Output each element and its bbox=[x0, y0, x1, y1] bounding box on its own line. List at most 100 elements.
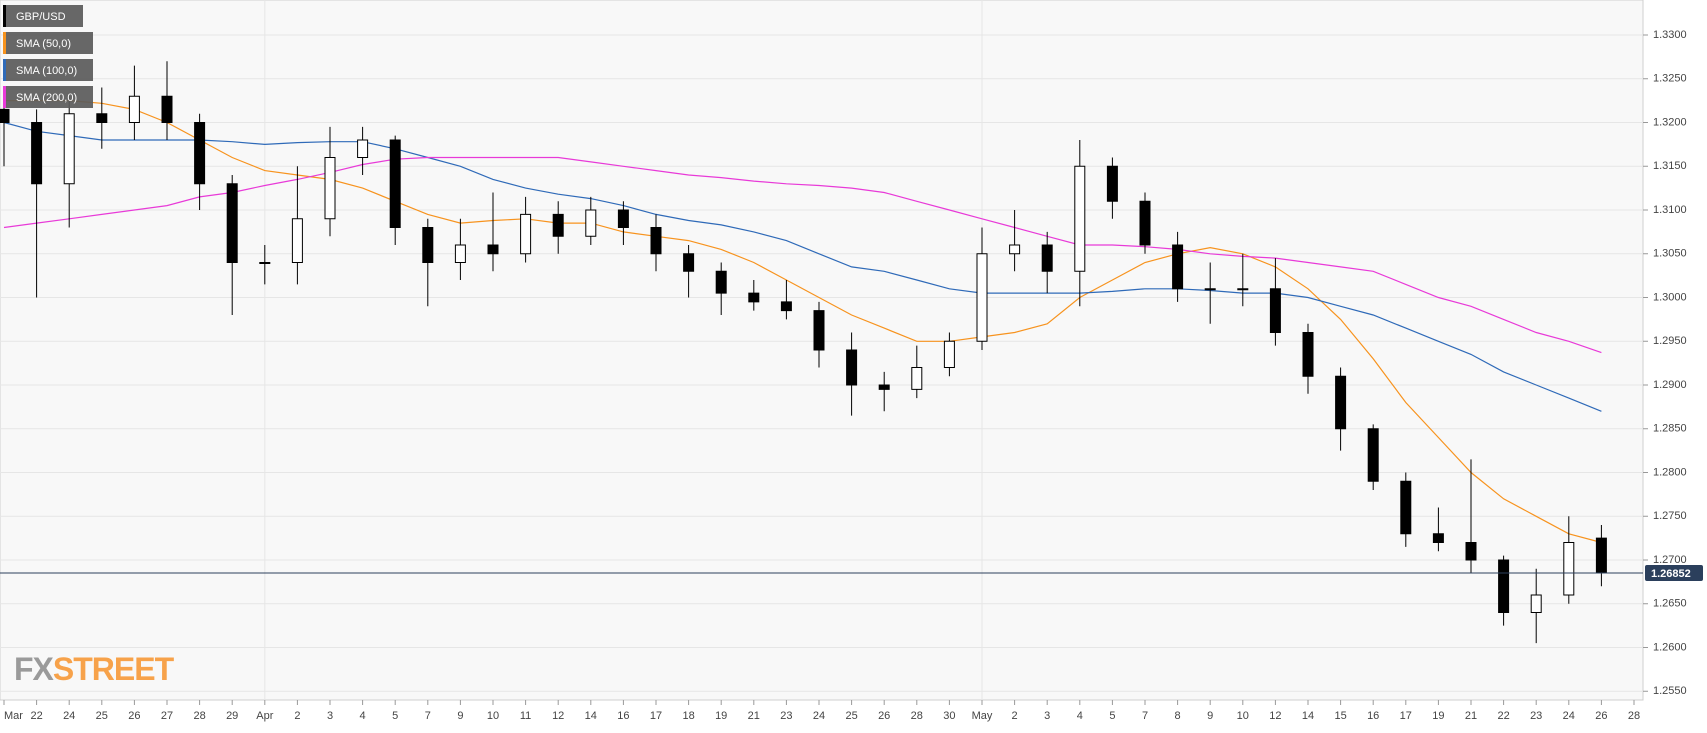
candle-body bbox=[96, 113, 108, 123]
y-tick-label: 1.3250 bbox=[1653, 73, 1687, 85]
candle-body bbox=[878, 384, 890, 390]
candle-body bbox=[259, 262, 271, 264]
candle-body bbox=[1172, 244, 1184, 290]
x-tick-label: 4 bbox=[1077, 710, 1083, 722]
legend-box bbox=[3, 5, 83, 27]
x-tick-label: 24 bbox=[813, 710, 825, 722]
candle-body bbox=[780, 301, 792, 312]
candle-body bbox=[976, 253, 988, 342]
x-tick-label: 21 bbox=[1465, 710, 1477, 722]
x-tick-label: 27 bbox=[161, 710, 173, 722]
legend-swatch bbox=[3, 86, 6, 108]
y-tick-label: 1.2550 bbox=[1653, 685, 1687, 697]
x-tick-label: 17 bbox=[1400, 710, 1412, 722]
y-tick-label: 1.2650 bbox=[1653, 598, 1687, 610]
candle-body bbox=[1302, 332, 1314, 377]
y-tick-label: 1.3100 bbox=[1653, 204, 1687, 216]
candle-body bbox=[911, 367, 923, 390]
candle-body bbox=[1139, 200, 1151, 246]
candle-body bbox=[715, 270, 727, 294]
x-tick-label: Apr bbox=[256, 710, 273, 722]
y-tick-label: 1.3150 bbox=[1653, 160, 1687, 172]
legend: GBP/USD SMA (50,0) SMA (100,0) SMA (200,0) bbox=[3, 5, 93, 108]
candle-body bbox=[585, 209, 597, 237]
watermark-fx: FX bbox=[14, 651, 55, 687]
y-tick-label: 1.3200 bbox=[1653, 116, 1687, 128]
y-tick-label: 1.2850 bbox=[1653, 423, 1687, 435]
grid bbox=[0, 0, 1643, 700]
current-price-label: 1.26852 bbox=[1651, 568, 1691, 580]
candle-body bbox=[650, 227, 662, 255]
candle-body bbox=[1269, 288, 1281, 333]
y-tick-label: 1.2600 bbox=[1653, 641, 1687, 653]
watermark: FXSTREET bbox=[14, 651, 175, 687]
candle-body bbox=[0, 108, 10, 123]
legend-label: SMA (200,0) bbox=[16, 92, 77, 104]
sma-line bbox=[3, 121, 1602, 412]
x-tick-label: 26 bbox=[1595, 710, 1607, 722]
sma-line bbox=[3, 156, 1602, 354]
legend-box bbox=[3, 32, 93, 54]
x-tick-label: 2 bbox=[294, 710, 300, 722]
candle-body bbox=[63, 113, 75, 185]
candle-body bbox=[1009, 244, 1021, 255]
x-tick-label: 5 bbox=[392, 710, 398, 722]
candle-body bbox=[552, 213, 564, 237]
candle-body bbox=[487, 244, 499, 255]
x-tick-label: 14 bbox=[1302, 710, 1314, 722]
axes: 1.2550 1.2600 1.2650 1.2700 1.2750 1.2800 1.28… bbox=[0, 29, 1703, 722]
x-tick-label: 24 bbox=[1563, 710, 1575, 722]
candle-body bbox=[520, 213, 532, 255]
x-tick-label: 9 bbox=[1207, 710, 1213, 722]
x-tick-label: 5 bbox=[1109, 710, 1115, 722]
candle-body bbox=[943, 340, 955, 368]
x-tick-label: 9 bbox=[457, 710, 463, 722]
legend-label: SMA (100,0) bbox=[16, 65, 77, 77]
legend-box bbox=[3, 59, 93, 81]
x-tick-label: 25 bbox=[96, 710, 108, 722]
x-tick-label: 10 bbox=[1237, 710, 1249, 722]
candle-body bbox=[1400, 480, 1412, 535]
legend-box bbox=[3, 86, 93, 108]
candle-body bbox=[194, 122, 206, 185]
candle-body bbox=[1074, 165, 1086, 272]
y-tick-label: 1.2950 bbox=[1653, 335, 1687, 347]
candle-body bbox=[128, 95, 140, 123]
x-tick-label: 8 bbox=[1175, 710, 1181, 722]
candle-body bbox=[291, 218, 303, 263]
x-tick-label: 15 bbox=[1334, 710, 1346, 722]
x-tick-label: 28 bbox=[1628, 710, 1640, 722]
candles bbox=[0, 61, 1607, 644]
x-tick-label: 12 bbox=[552, 710, 564, 722]
candle-body bbox=[454, 244, 466, 263]
sma-line bbox=[4, 100, 1602, 544]
candle-body bbox=[357, 139, 369, 158]
x-tick-label: 16 bbox=[1367, 710, 1379, 722]
x-tick-label: 26 bbox=[128, 710, 140, 722]
y-tick-label: 1.3300 bbox=[1653, 29, 1687, 41]
candle-body bbox=[813, 310, 825, 351]
x-tick-label: 7 bbox=[1142, 710, 1148, 722]
legend-label: SMA (50,0) bbox=[16, 38, 71, 50]
x-tick-label: 12 bbox=[1269, 710, 1281, 722]
x-tick-label: 22 bbox=[1497, 710, 1509, 722]
candle-body bbox=[1367, 428, 1379, 482]
y-tick-label: 1.3050 bbox=[1653, 248, 1687, 260]
x-tick-label: May bbox=[972, 710, 993, 722]
candle-body bbox=[324, 157, 336, 220]
legend-label: GBP/USD bbox=[16, 11, 66, 23]
candle-body bbox=[1595, 537, 1607, 574]
y-tick-label: 1.2750 bbox=[1653, 510, 1687, 522]
x-tick-label: 17 bbox=[650, 710, 662, 722]
x-tick-label: 10 bbox=[487, 710, 499, 722]
x-tick-label: 25 bbox=[845, 710, 857, 722]
candle-body bbox=[389, 139, 401, 228]
candle-body bbox=[161, 95, 173, 123]
candle-body bbox=[1335, 375, 1347, 430]
x-tick-label: 4 bbox=[360, 710, 366, 722]
candle-body bbox=[31, 122, 43, 185]
y-tick-label: 1.2700 bbox=[1653, 554, 1687, 566]
legend-swatch bbox=[3, 32, 6, 54]
